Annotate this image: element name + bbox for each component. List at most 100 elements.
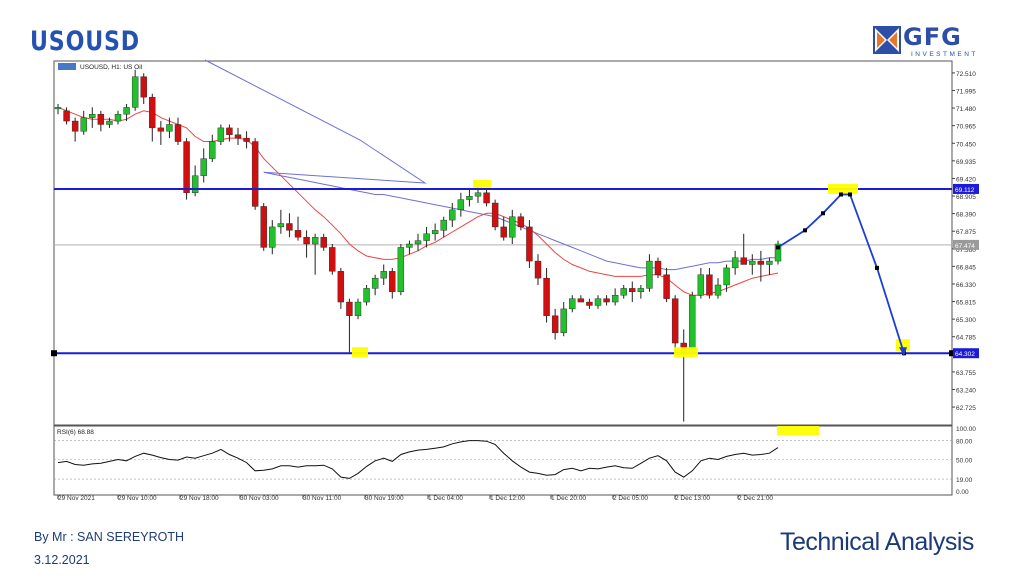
candle-body bbox=[363, 288, 370, 303]
candle-body bbox=[663, 274, 670, 299]
candle-body bbox=[749, 260, 756, 265]
legend-icon bbox=[58, 63, 76, 70]
rsi-tick-label: 80.00 bbox=[956, 439, 973, 446]
x-tick-label: 1 Dec 20:00 bbox=[551, 495, 586, 502]
candle-body bbox=[509, 216, 516, 238]
candle-body bbox=[637, 288, 645, 293]
x-tick-label: 1 Dec 12:00 bbox=[490, 495, 525, 502]
candle-body bbox=[286, 223, 293, 231]
candle-body bbox=[149, 96, 156, 129]
candle-body bbox=[457, 199, 465, 211]
candle-body bbox=[260, 206, 267, 248]
candle-body bbox=[311, 236, 319, 245]
candle-body bbox=[423, 233, 430, 241]
y-tick-label: 66.845 bbox=[956, 264, 976, 271]
candle-body bbox=[303, 236, 310, 245]
rsi-line bbox=[57, 440, 779, 479]
candle-body bbox=[320, 236, 327, 248]
candle-body bbox=[774, 243, 782, 262]
projection-node bbox=[803, 228, 807, 233]
candle-body bbox=[131, 76, 139, 108]
candle-body bbox=[449, 209, 456, 221]
y-tick-label: 62.725 bbox=[956, 405, 976, 412]
projection-arrowhead bbox=[899, 347, 907, 357]
y-tick-label: 65.300 bbox=[956, 317, 976, 324]
logo-mark-icon bbox=[873, 26, 901, 54]
x-tick-label: 29 Nov 10:00 bbox=[118, 495, 157, 502]
y-tick-label: 66.330 bbox=[956, 282, 976, 289]
candle-body bbox=[380, 271, 387, 279]
candle-body bbox=[466, 195, 473, 200]
candle-body bbox=[594, 298, 602, 306]
candle-body bbox=[174, 124, 182, 142]
gfg-logo: GFG INVESTMENT bbox=[873, 23, 985, 62]
x-tick-label: 30 Nov 03:00 bbox=[240, 495, 279, 502]
x-tick-label: 29 Nov 18:00 bbox=[180, 495, 219, 502]
rsi-legend: RSI(6) 68.88 bbox=[57, 429, 94, 436]
highlight-marker bbox=[473, 179, 491, 188]
slow-ma-line bbox=[204, 59, 778, 271]
candle-body bbox=[346, 301, 353, 316]
candle-body bbox=[251, 141, 259, 207]
support-line-handle bbox=[51, 350, 57, 357]
candle-body bbox=[543, 277, 550, 316]
candle-body bbox=[63, 110, 70, 122]
candle-body bbox=[714, 284, 722, 296]
candle-body bbox=[697, 274, 705, 296]
candle-body bbox=[620, 288, 627, 296]
candle-body bbox=[629, 288, 636, 293]
candle-body bbox=[140, 76, 147, 98]
candle-body bbox=[603, 298, 610, 303]
x-tick-label: 1 Dec 04:00 bbox=[428, 495, 463, 502]
candle-body bbox=[114, 114, 122, 122]
x-tick-label: 2 Dec 13:00 bbox=[675, 495, 710, 502]
support-line-handle-right bbox=[949, 350, 955, 357]
y-tick-label: 72.510 bbox=[956, 71, 976, 78]
candle-body bbox=[191, 175, 199, 193]
x-tick-label: 30 Nov 19:00 bbox=[365, 495, 404, 502]
candle-body bbox=[389, 271, 396, 293]
rsi-tick-label: 100.00 bbox=[956, 426, 976, 433]
candle-body bbox=[277, 223, 285, 228]
main-panel-frame bbox=[53, 60, 953, 426]
candle-body bbox=[440, 219, 447, 231]
candle-body bbox=[586, 301, 593, 306]
y-tick-label: 68.905 bbox=[956, 194, 976, 201]
y-tick-label: 65.815 bbox=[956, 300, 976, 307]
candle-body bbox=[89, 114, 96, 118]
candle-body bbox=[534, 260, 542, 279]
highlight-marker bbox=[777, 426, 819, 435]
candle-body bbox=[337, 271, 345, 303]
candle-body bbox=[54, 107, 62, 110]
candle-body bbox=[474, 192, 482, 197]
rsi-tick-label: 19.00 bbox=[956, 477, 973, 484]
candle-body bbox=[406, 243, 413, 248]
candle-body bbox=[183, 141, 190, 193]
projection-node bbox=[821, 211, 825, 216]
logo-text: GFG bbox=[903, 23, 962, 51]
current-price-label-bg bbox=[953, 239, 979, 250]
x-tick-label: 2 Dec 21:00 bbox=[738, 495, 773, 502]
highlight-marker bbox=[352, 347, 368, 358]
candle-body bbox=[329, 247, 336, 272]
candle-body bbox=[646, 260, 653, 289]
y-tick-label: 70.965 bbox=[956, 124, 976, 131]
candle-body bbox=[106, 120, 113, 125]
projection-node bbox=[776, 245, 780, 250]
author-label: By Mr : SAN SEREYROTH bbox=[34, 530, 185, 544]
candle-body bbox=[491, 202, 499, 228]
support-price-label-bg bbox=[953, 348, 979, 359]
candle-body bbox=[166, 124, 173, 132]
candle-body bbox=[71, 120, 79, 132]
candle-body bbox=[397, 247, 405, 293]
logo-subtitle: INVESTMENT bbox=[911, 51, 978, 58]
rsi-tick-label: 0.00 bbox=[956, 489, 969, 496]
x-tick-label: 29 Nov 2021 bbox=[58, 495, 95, 502]
candle-body bbox=[200, 158, 207, 176]
candle-body bbox=[217, 127, 225, 142]
candle-body bbox=[723, 267, 730, 286]
y-tick-label: 63.240 bbox=[956, 387, 976, 394]
rsi-tick-label: 50.00 bbox=[956, 458, 973, 465]
y-tick-label: 71.480 bbox=[956, 106, 976, 113]
candle-body bbox=[234, 134, 242, 139]
